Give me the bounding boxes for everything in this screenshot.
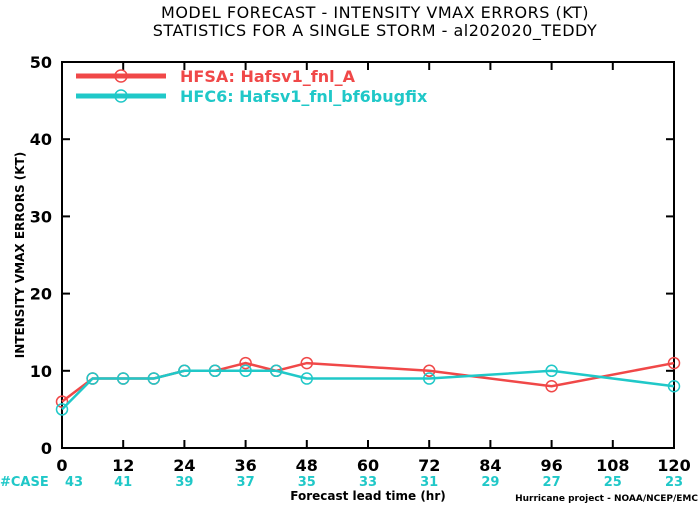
series-1-point [55, 395, 69, 408]
series-2-point [178, 364, 191, 378]
series-2-point [147, 372, 161, 385]
y-tick-label: 20 [30, 285, 52, 304]
x-tick-label: 96 [540, 456, 562, 475]
series-2-point [300, 372, 314, 385]
y-tick-label: 0 [41, 439, 52, 458]
x-axis-label: Forecast lead time (hr) [290, 489, 446, 503]
series-2-point [667, 379, 681, 393]
legend-label-2: HFC6: Hafsv1_fnl_bf6bugfix [180, 87, 428, 106]
series-1-point [239, 356, 252, 370]
case-count: 41 [114, 475, 132, 490]
chart-title: MODEL FORECAST - INTENSITY VMAX ERRORS (… [161, 3, 589, 22]
x-tick-label: 36 [234, 456, 256, 475]
case-count: 25 [604, 475, 622, 490]
series-2-point [545, 364, 558, 378]
series-2-point [422, 372, 436, 385]
case-label: #CASE [0, 475, 49, 490]
series-2-point [55, 403, 69, 416]
series-1-point [300, 356, 314, 370]
series-1-point [545, 379, 558, 393]
x-tick-label: 0 [56, 456, 67, 475]
y-tick-label: 10 [30, 362, 52, 381]
series-2-point [239, 364, 252, 378]
series-line-1 [61, 361, 675, 403]
case-count: 31 [420, 475, 438, 490]
series-line-2 [61, 369, 675, 411]
series-2-point [86, 372, 99, 385]
y-tick-label: 30 [30, 207, 52, 226]
case-count: 33 [359, 475, 377, 490]
y-tick-label: 40 [30, 130, 52, 149]
series-2-point [269, 364, 283, 378]
x-tick-label: 12 [112, 456, 134, 475]
x-tick-label: 84 [479, 456, 501, 475]
case-count: 43 [65, 475, 83, 490]
legend-label-1: HFSA: Hafsv1_fnl_A [180, 67, 356, 86]
x-tick-label: 108 [596, 456, 629, 475]
series-1-point [422, 364, 436, 378]
legend-marker-2 [114, 89, 128, 103]
x-tick-label: 60 [357, 456, 379, 475]
x-tick-label: 72 [418, 456, 440, 475]
x-tick-label: 48 [296, 456, 318, 475]
credit-text: Hurricane project - NOAA/NCEP/EMC [515, 494, 698, 504]
legend-marker-1 [114, 69, 128, 83]
case-count: 37 [237, 475, 255, 490]
case-count: 35 [298, 475, 316, 490]
y-axis-label: INTENSITY VMAX ERRORS (KT) [13, 152, 27, 358]
case-count: 27 [543, 475, 561, 490]
x-tick-label: 120 [657, 456, 690, 475]
case-count: 39 [175, 475, 193, 490]
chart-subtitle: STATISTICS FOR A SINGLE STORM - al202020… [153, 21, 597, 41]
series-2-point [116, 372, 130, 385]
series-1-point [667, 356, 681, 370]
series-2-point [208, 364, 222, 378]
plot-frame [61, 61, 675, 449]
y-tick-label: 50 [30, 53, 52, 72]
case-count: 23 [665, 475, 683, 490]
x-tick-label: 24 [173, 456, 195, 475]
case-count: 29 [481, 475, 499, 490]
